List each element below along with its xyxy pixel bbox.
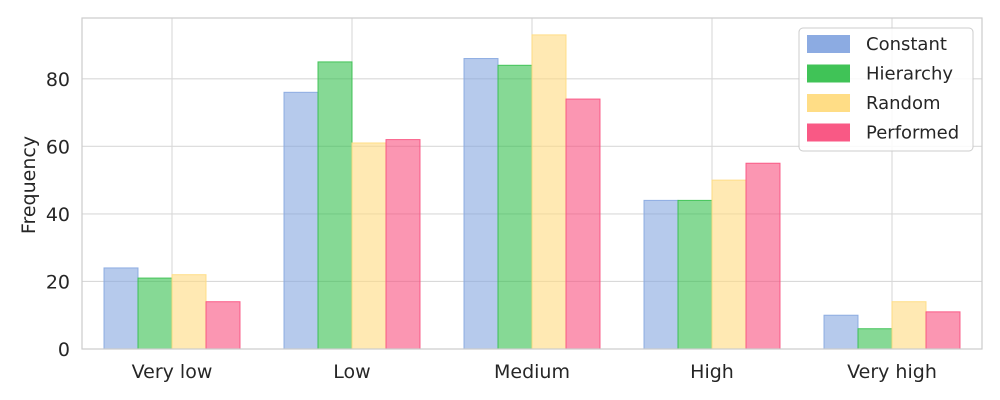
y-tick-labels: 0 20 40 60 80 — [46, 69, 70, 361]
bar-random-low — [351, 142, 387, 350]
bar-performed-very-high — [925, 311, 961, 350]
legend-label-constant: Constant — [866, 34, 947, 55]
y-tick-label: 0 — [58, 339, 70, 361]
bar-constant-medium — [463, 58, 499, 350]
bar-constant-very-high — [823, 314, 859, 350]
x-tick-label: Very high — [847, 361, 937, 383]
bar-hierarchy-medium — [497, 64, 533, 350]
x-tick-label: Low — [333, 361, 370, 383]
bar-performed-high — [745, 162, 781, 350]
x-tick-label: Very low — [132, 361, 213, 383]
legend-label-performed: Performed — [866, 123, 959, 144]
x-tick-label: Medium — [494, 361, 570, 383]
y-tick-label: 40 — [46, 204, 70, 226]
bar-random-high — [711, 179, 747, 350]
y-axis-label: Frequency — [18, 136, 40, 234]
legend-label-hierarchy: Hierarchy — [866, 64, 953, 85]
bar-random-medium — [531, 34, 567, 350]
bar-constant-high — [643, 199, 679, 350]
bar-random-very-high — [891, 301, 927, 350]
bar-performed-medium — [565, 98, 601, 350]
bar-constant-low — [283, 91, 319, 350]
bar-hierarchy-high — [677, 199, 713, 350]
legend: Constant Hierarchy Random Performed — [798, 27, 974, 152]
plot-frame — [81, 17, 983, 350]
legend-label-random: Random — [866, 93, 941, 114]
legend-frame — [798, 27, 974, 152]
legend-swatch-performed — [807, 123, 850, 142]
y-tick-label: 20 — [46, 271, 70, 293]
bar-performed-very-low — [205, 301, 241, 350]
bar-random-very-low — [171, 274, 207, 350]
bar-hierarchy-very-low — [137, 277, 173, 350]
legend-swatch-constant — [807, 35, 850, 53]
legend-swatch-hierarchy — [807, 64, 850, 83]
y-tick-label: 80 — [46, 69, 70, 91]
bar-performed-low — [385, 139, 421, 350]
y-tick-label: 60 — [46, 136, 70, 158]
x-tick-labels: Very low Low Medium High Very high — [132, 361, 937, 383]
bar-constant-very-low — [103, 267, 139, 350]
x-tick-label: High — [690, 361, 734, 383]
bar-hierarchy-low — [317, 61, 353, 350]
legend-swatch-random — [807, 94, 850, 112]
bar-hierarchy-very-high — [857, 328, 893, 350]
